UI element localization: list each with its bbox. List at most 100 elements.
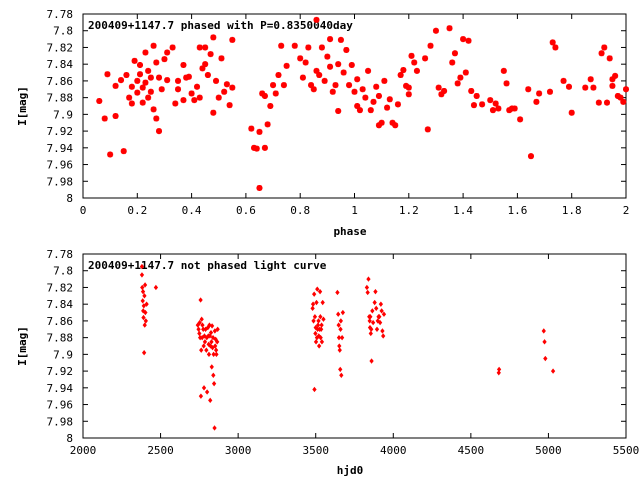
data-point bbox=[321, 316, 326, 322]
data-point bbox=[221, 88, 228, 95]
data-point bbox=[218, 55, 225, 62]
data-point bbox=[204, 389, 210, 395]
data-point bbox=[180, 97, 187, 104]
phased-plot-xlabel: phase bbox=[333, 225, 366, 238]
x-tick-label: 3500 bbox=[302, 444, 329, 457]
data-point bbox=[405, 84, 412, 91]
data-point bbox=[142, 79, 149, 86]
data-point bbox=[370, 319, 376, 326]
data-point bbox=[335, 61, 342, 68]
data-point bbox=[408, 52, 415, 59]
data-point bbox=[120, 148, 127, 155]
data-point bbox=[175, 86, 182, 93]
data-point bbox=[199, 347, 204, 353]
data-point bbox=[609, 82, 616, 89]
data-point bbox=[492, 100, 499, 107]
unphased-plot-frame bbox=[82, 253, 627, 439]
data-point bbox=[465, 37, 472, 44]
data-point bbox=[180, 62, 187, 69]
data-point bbox=[335, 289, 340, 296]
data-point bbox=[327, 36, 334, 43]
data-point bbox=[340, 69, 347, 76]
data-point bbox=[327, 63, 334, 70]
phased-plot-ticks: 0 0.2 0.4 0.6 0.8 1 1.2 1.4 1.6 1.8 2 7.78 7.8 7.82 7.… bbox=[47, 8, 630, 217]
data-point bbox=[104, 71, 111, 78]
x-tick-label: 2000 bbox=[70, 444, 97, 457]
data-point bbox=[565, 83, 572, 90]
data-point bbox=[362, 94, 369, 101]
y-tick-label: 7.96 bbox=[47, 159, 74, 172]
data-point bbox=[204, 347, 209, 353]
data-point bbox=[312, 386, 317, 393]
data-point bbox=[517, 116, 524, 123]
data-point bbox=[128, 100, 135, 107]
data-point bbox=[253, 145, 260, 152]
x-tick-label: 2 bbox=[623, 204, 630, 217]
data-point bbox=[212, 328, 218, 334]
data-point bbox=[620, 98, 627, 105]
data-point bbox=[199, 316, 204, 322]
data-point bbox=[617, 94, 624, 101]
data-point bbox=[338, 326, 343, 332]
data-point bbox=[319, 322, 324, 328]
data-point bbox=[365, 289, 370, 296]
data-point bbox=[212, 425, 217, 431]
data-point bbox=[389, 119, 396, 126]
data-point bbox=[142, 49, 149, 56]
data-point bbox=[283, 62, 290, 69]
data-point bbox=[340, 309, 346, 316]
data-point bbox=[338, 366, 343, 373]
data-point bbox=[335, 108, 342, 115]
data-point bbox=[191, 97, 198, 104]
data-point bbox=[468, 87, 475, 94]
data-point bbox=[141, 350, 147, 356]
data-point bbox=[541, 328, 546, 334]
data-point bbox=[145, 94, 152, 101]
data-point bbox=[123, 72, 130, 79]
data-point bbox=[208, 397, 213, 404]
data-point bbox=[411, 59, 418, 66]
data-point bbox=[550, 368, 556, 374]
data-point bbox=[302, 59, 309, 66]
data-point bbox=[175, 77, 182, 84]
data-point bbox=[451, 50, 458, 57]
y-tick-label: 7.84 bbox=[47, 298, 74, 311]
x-tick-label: 2500 bbox=[147, 444, 174, 457]
data-point bbox=[145, 67, 152, 74]
data-point bbox=[365, 67, 372, 74]
data-point bbox=[527, 153, 534, 160]
data-point bbox=[144, 301, 149, 307]
data-point bbox=[206, 351, 212, 358]
y-tick-label: 7.84 bbox=[47, 58, 74, 71]
data-point bbox=[377, 314, 382, 320]
data-point bbox=[210, 34, 217, 41]
data-point bbox=[310, 301, 316, 307]
data-point bbox=[343, 46, 350, 53]
data-point bbox=[142, 322, 147, 328]
data-point bbox=[392, 122, 399, 129]
data-point bbox=[213, 343, 218, 349]
x-tick-label: 1.6 bbox=[507, 204, 527, 217]
y-tick-label: 7.88 bbox=[47, 332, 74, 345]
data-point bbox=[215, 326, 220, 332]
data-point bbox=[201, 343, 206, 349]
x-tick-label: 4500 bbox=[458, 444, 485, 457]
x-tick-label: 1.2 bbox=[399, 204, 419, 217]
data-point bbox=[314, 299, 319, 306]
data-point bbox=[270, 82, 277, 89]
data-point bbox=[139, 272, 145, 278]
data-point bbox=[188, 90, 195, 97]
data-point bbox=[321, 77, 328, 84]
data-point bbox=[374, 326, 380, 332]
y-tick-label: 7.9 bbox=[53, 348, 73, 361]
data-point bbox=[372, 299, 377, 306]
data-point bbox=[374, 305, 379, 312]
data-point bbox=[264, 121, 271, 128]
data-point bbox=[375, 92, 382, 99]
data-point bbox=[438, 91, 445, 98]
data-point bbox=[612, 72, 619, 79]
y-tick-label: 7.82 bbox=[47, 281, 74, 294]
y-tick-label: 7.98 bbox=[47, 415, 74, 428]
data-point bbox=[139, 263, 145, 270]
y-tick-label: 7.82 bbox=[47, 41, 74, 54]
